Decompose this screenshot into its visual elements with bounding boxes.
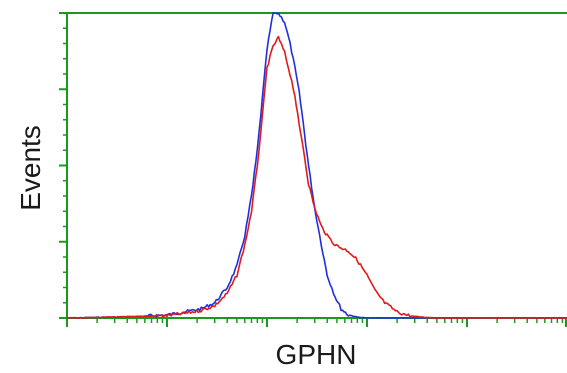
x-axis-label: GPHN xyxy=(276,339,357,370)
y-axis-label: Events xyxy=(15,125,46,211)
series-layer xyxy=(67,12,567,319)
plot-frame xyxy=(66,12,567,319)
series-line-1 xyxy=(67,12,567,319)
series-line-2 xyxy=(67,35,567,319)
axis-ticks xyxy=(59,12,567,327)
